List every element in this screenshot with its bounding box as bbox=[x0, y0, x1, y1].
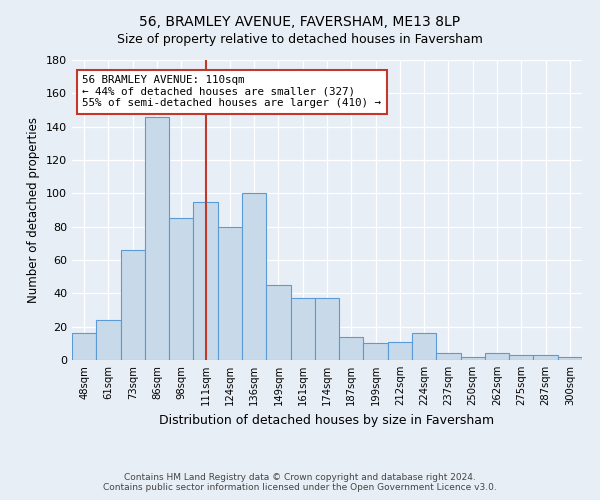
Bar bbox=[290, 298, 315, 360]
Bar bbox=[315, 298, 339, 360]
Bar bbox=[145, 116, 169, 360]
Text: 56 BRAMLEY AVENUE: 110sqm
← 44% of detached houses are smaller (327)
55% of semi: 56 BRAMLEY AVENUE: 110sqm ← 44% of detac… bbox=[82, 75, 381, 108]
Bar bbox=[193, 202, 218, 360]
X-axis label: Distribution of detached houses by size in Faversham: Distribution of detached houses by size … bbox=[160, 414, 494, 426]
Bar bbox=[242, 194, 266, 360]
Bar bbox=[461, 356, 485, 360]
Bar bbox=[388, 342, 412, 360]
Y-axis label: Number of detached properties: Number of detached properties bbox=[28, 117, 40, 303]
Bar bbox=[218, 226, 242, 360]
Bar bbox=[72, 334, 96, 360]
Text: 56, BRAMLEY AVENUE, FAVERSHAM, ME13 8LP: 56, BRAMLEY AVENUE, FAVERSHAM, ME13 8LP bbox=[139, 15, 461, 29]
Bar bbox=[412, 334, 436, 360]
Bar bbox=[339, 336, 364, 360]
Bar bbox=[266, 285, 290, 360]
Bar bbox=[509, 355, 533, 360]
Bar bbox=[364, 344, 388, 360]
Text: Contains HM Land Registry data © Crown copyright and database right 2024.
Contai: Contains HM Land Registry data © Crown c… bbox=[103, 473, 497, 492]
Bar bbox=[485, 354, 509, 360]
Bar bbox=[121, 250, 145, 360]
Bar bbox=[436, 354, 461, 360]
Text: Size of property relative to detached houses in Faversham: Size of property relative to detached ho… bbox=[117, 32, 483, 46]
Bar bbox=[558, 356, 582, 360]
Bar bbox=[96, 320, 121, 360]
Bar bbox=[169, 218, 193, 360]
Bar bbox=[533, 355, 558, 360]
